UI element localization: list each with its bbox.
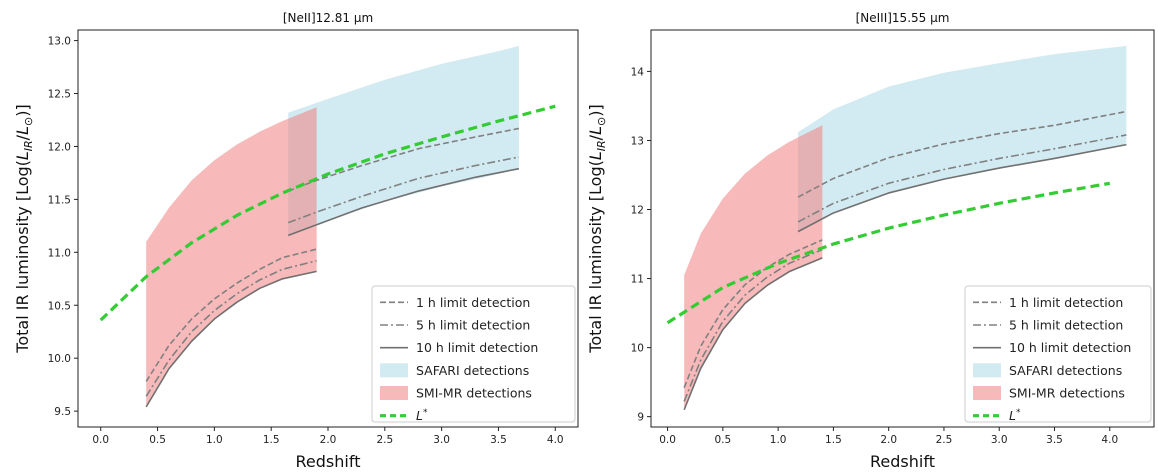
y-tick-label: 9.5 — [54, 406, 71, 418]
chart-panel-neii: 0.0 0.5 1.0 1.5 2.0 2.5 3.0 3.5 4.0 9.5 10.0 10.5 11… — [13, 11, 579, 471]
legend-label: 5 h limit detection — [416, 318, 530, 333]
y-tick-label: 9 — [637, 412, 644, 424]
y-tick-label: 11.5 — [48, 194, 71, 206]
y-tick-label: 12.0 — [48, 141, 71, 153]
legend-label: SMI-MR detections — [1009, 386, 1125, 401]
series-line-1-h-limit-detection — [797, 110, 1127, 198]
legend-label: SAFARI detections — [1009, 363, 1122, 378]
series-line-l — [99, 104, 556, 322]
legend-label: 10 h limit detection — [416, 340, 538, 355]
legend-swatch — [973, 363, 1001, 378]
x-tick-label: 4.0 — [1101, 434, 1118, 446]
legend-label: L* — [416, 408, 428, 423]
series-line-10-h-limit-detection — [287, 167, 520, 237]
y-tick-label: 12 — [631, 205, 644, 217]
legend-swatch — [380, 386, 408, 400]
legend-label: SAFARI detections — [416, 363, 529, 378]
x-tick-label: 2.5 — [376, 434, 393, 446]
plot-frame — [650, 29, 1155, 428]
y-tick-label: 11.0 — [48, 247, 71, 259]
series-line-10-h-limit-detection — [145, 270, 317, 408]
x-tick-label: 0.0 — [659, 434, 676, 446]
y-tick-label: 10 — [631, 343, 644, 355]
x-tick-label: 1.0 — [206, 434, 223, 446]
x-tick-label: 4.0 — [547, 434, 564, 446]
legend-swatch — [973, 386, 1001, 400]
x-tick-label: 2.5 — [936, 434, 953, 446]
band-safari-detections — [798, 45, 1127, 232]
series-line-l — [666, 181, 1111, 325]
chart-panel-neiii: 0.0 0.5 1.0 1.5 2.0 2.5 3.0 3.5 4.0 9 10 11 12 13 14 [N… — [586, 11, 1155, 471]
legend-label: 10 h limit detection — [1009, 340, 1131, 355]
series-line-5-h-limit-detection — [145, 260, 317, 397]
x-tick-label: 1.0 — [770, 434, 787, 446]
legend-label: SMI-MR detections — [416, 386, 532, 401]
series-line-5-h-limit-detection — [287, 156, 520, 224]
y-tick-label: 13 — [631, 135, 644, 147]
legend-label: 1 h limit detection — [1009, 295, 1123, 310]
y-tick-label: 14 — [631, 66, 645, 78]
y-axis-label: Total IR luminosity [Log(LIR/L⊙)] — [13, 104, 35, 353]
series-line-1-h-limit-detection — [287, 127, 520, 192]
y-tick-label: 12.5 — [48, 89, 71, 101]
legend-label: 1 h limit detection — [416, 295, 530, 310]
x-tick-label: 1.5 — [825, 434, 842, 446]
legend-label: L* — [1009, 408, 1021, 423]
legend-box — [371, 285, 576, 423]
chart-title: [NeIII]15.55 μm — [856, 11, 950, 25]
series-line-1-h-limit-detection — [683, 239, 823, 388]
series-line-10-h-limit-detection — [797, 143, 1127, 233]
x-tick-label: 3.5 — [490, 434, 507, 446]
y-tick-label: 10.5 — [48, 300, 71, 312]
band-safari-detections — [288, 45, 519, 236]
band-smi-mr-detections — [146, 107, 317, 407]
series-line-10-h-limit-detection — [683, 257, 823, 411]
y-tick-label: 11 — [631, 274, 644, 286]
legend-swatch — [380, 363, 408, 378]
series-line-5-h-limit-detection — [683, 248, 823, 402]
x-tick-label: 0.5 — [149, 434, 166, 446]
x-tick-label: 3.0 — [991, 434, 1008, 446]
legend-box — [964, 285, 1152, 423]
x-tick-label: 0.0 — [92, 434, 109, 446]
x-tick-label: 3.0 — [433, 434, 450, 446]
x-tick-label: 2.0 — [880, 434, 897, 446]
legend: 1 h limit detection 5 h limit detection 10… — [964, 285, 1152, 423]
y-tick-label: 13.0 — [48, 36, 71, 48]
x-tick-label: 1.5 — [263, 434, 280, 446]
series-line-1-h-limit-detection — [145, 248, 317, 382]
legend-label: 5 h limit detection — [1009, 318, 1123, 333]
x-tick-label: 0.5 — [715, 434, 732, 446]
y-tick-label: 10.0 — [48, 353, 71, 365]
x-tick-label: 2.0 — [320, 434, 337, 446]
y-axis-label: Total IR luminosity [Log(LIR/L⊙)] — [586, 104, 608, 353]
x-axis-label: Redshift — [296, 452, 361, 471]
chart-title: [NeII]12.81 μm — [283, 11, 373, 25]
band-smi-mr-detections — [684, 125, 823, 410]
x-axis-label: Redshift — [870, 452, 935, 471]
legend: 1 h limit detection 5 h limit detection 10… — [371, 285, 576, 423]
x-tick-label: 3.5 — [1046, 434, 1063, 446]
series-line-5-h-limit-detection — [797, 134, 1127, 223]
